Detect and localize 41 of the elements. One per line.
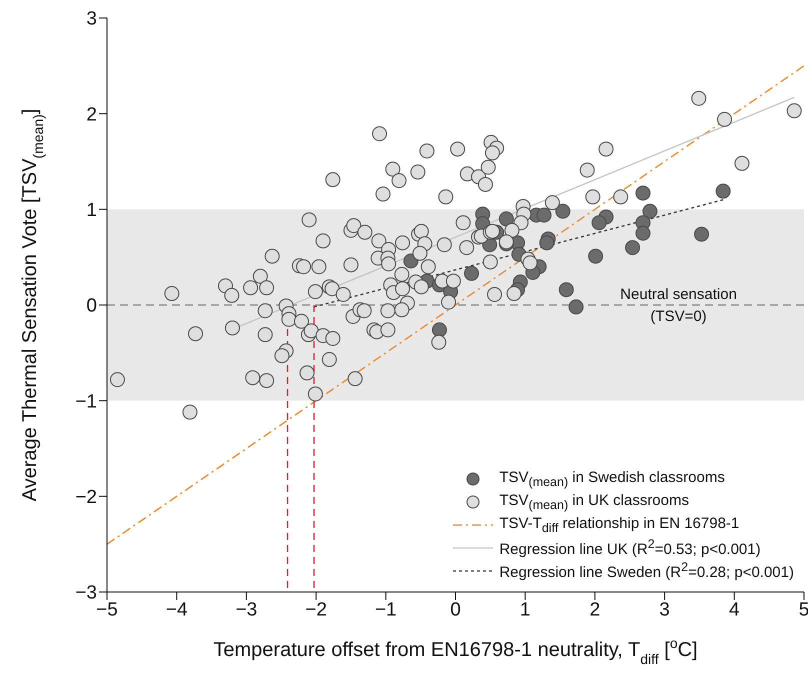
x-axis-title: Temperature offset from EN16798-1 neutrality, T$_{diff}$ [$^{o}$C] [213, 635, 698, 667]
legend-label: TSV$_{(mean)}$ in UK classrooms [499, 492, 689, 512]
x-tick-label: 0 [450, 599, 461, 620]
y-tick-label: 1 [86, 200, 97, 222]
point [464, 266, 480, 281]
point [716, 184, 731, 199]
y-tick-label: −2 [75, 487, 97, 508]
point [539, 235, 554, 250]
x-tick-label: −5 [96, 599, 118, 620]
x-tick-label: 3 [659, 599, 670, 620]
x-tick-label: 2 [590, 599, 600, 620]
point [694, 226, 710, 242]
legend-label: Regression line UK (R$^{2}$=0.53; p<0.001) [499, 537, 761, 558]
legend-label: Regression line Sweden (R$^{2}$=0.28; p<0.001) [499, 560, 794, 581]
point [635, 186, 650, 201]
point [588, 248, 604, 264]
point [498, 211, 514, 226]
point [558, 282, 574, 298]
point [432, 322, 447, 338]
x-tick-label: 1 [520, 599, 530, 620]
x-tick-label: 4 [729, 599, 740, 620]
x-tick-label: −2 [305, 599, 327, 620]
y-tick-label: −3 [75, 582, 97, 604]
point [568, 299, 584, 314]
y-tick-label: −1 [75, 391, 97, 412]
legend-label: TSV$_{(mean)}$ in Swedish classrooms [499, 468, 725, 488]
x-tick-label: −3 [236, 599, 258, 620]
legend-label: TSV-T$_{diff}$ relationship in EN 16798-1 [499, 514, 740, 534]
point [555, 204, 570, 219]
x-tick-label: −4 [166, 599, 188, 620]
point [536, 208, 552, 223]
y-tick-label: 3 [86, 8, 97, 30]
point [625, 240, 640, 256]
x-tick-label: −1 [374, 599, 397, 620]
ref-line-label: Neutral sensation (TSV=0) [620, 286, 737, 325]
y-tick-label: 0 [86, 296, 97, 317]
point [635, 226, 650, 241]
point [592, 215, 607, 230]
point [642, 204, 658, 219]
point [403, 253, 418, 268]
y-tick-label: 2 [86, 104, 97, 126]
